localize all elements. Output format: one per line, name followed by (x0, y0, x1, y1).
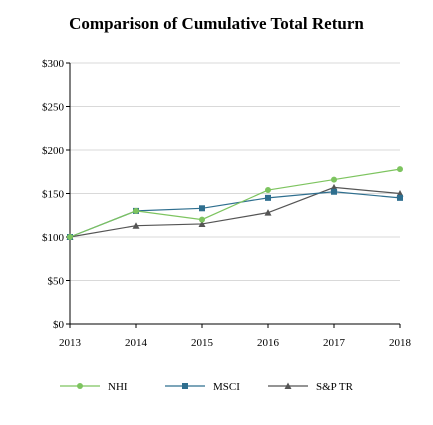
y-tick-label: $50 (48, 276, 65, 288)
x-tick-label: 2017 (323, 337, 346, 349)
legend: NHI MSCI S&P TR (60, 381, 354, 393)
legend-label: NHI (108, 381, 128, 393)
data-point-msci (199, 205, 205, 212)
x-tick-label: 2018 (389, 337, 412, 349)
x-tick-labels: 2013 2014 2015 2016 2017 2018 (59, 337, 412, 349)
data-point-s-p-tr (132, 222, 140, 229)
series-nhi (67, 166, 403, 240)
axes (66, 62, 401, 328)
legend-marker (182, 383, 188, 389)
data-point-s-p-tr (198, 220, 206, 227)
y-tick-label: $250 (42, 102, 65, 114)
series-line-msci (69, 191, 401, 238)
legend-label: MSCI (213, 381, 240, 393)
legend-item-nhi: NHI (60, 381, 128, 393)
chart-title: Comparison of Cumulative Total Return (69, 14, 364, 33)
series-lines (66, 166, 404, 240)
legend-item-s-p-tr: S&P TR (268, 381, 354, 393)
y-tick-label: $300 (42, 58, 65, 70)
series-s-p-tr (66, 183, 404, 240)
data-point-nhi (133, 207, 139, 214)
series-line-nhi (69, 168, 401, 238)
data-point-nhi (199, 216, 205, 223)
y-tick-label: $200 (42, 145, 65, 157)
x-tick-label: 2015 (191, 337, 214, 349)
data-point-nhi (331, 176, 337, 183)
legend-marker (77, 383, 83, 389)
series-msci (67, 188, 403, 240)
gridlines (70, 62, 400, 281)
data-point-nhi (397, 166, 403, 173)
y-tick-label: $100 (42, 232, 65, 244)
y-tick-label: $0 (53, 319, 65, 331)
data-point-msci (397, 194, 403, 201)
x-tick-label: 2016 (257, 337, 280, 349)
legend-marker (284, 382, 292, 389)
y-tick-label: $150 (42, 189, 65, 201)
data-point-nhi (67, 234, 73, 240)
data-point-s-p-tr (264, 209, 272, 216)
series-line-s-p-tr (69, 186, 401, 238)
x-tick-label: 2013 (59, 337, 82, 349)
legend-label: S&P TR (316, 381, 354, 393)
x-tick-label: 2014 (125, 337, 148, 349)
legend-item-msci: MSCI (165, 381, 240, 393)
data-point-msci (331, 188, 337, 195)
y-tick-labels: $0 $50 $100 $150 $200 $250 $300 (42, 58, 65, 331)
data-point-nhi (265, 187, 271, 194)
data-point-msci (265, 194, 271, 201)
